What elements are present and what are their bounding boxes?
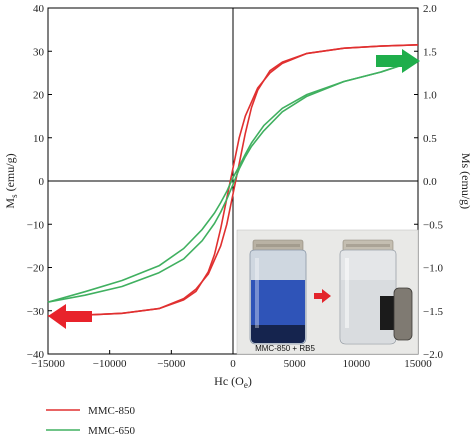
legend-label-mmc650: MMC-650 [88, 425, 136, 437]
series-line-mmc-650-branch-1 [47, 59, 419, 303]
y-right-tick-label: 1.0 [423, 90, 437, 102]
x-axis-label: Hc (Oe) [214, 374, 252, 390]
y-right-tick-label: −2.0 [423, 349, 443, 361]
y-right-tick-label: −1.5 [423, 306, 443, 318]
legend-label-mmc850: MMC-850 [88, 405, 136, 417]
x-tick-label: −15000 [31, 358, 65, 370]
y-right-tick-label: −1.0 [423, 263, 443, 275]
y-left-tick-label: −40 [27, 349, 45, 361]
y-left-tick-label: 0 [39, 176, 45, 188]
left-red-arrow-icon [48, 304, 92, 329]
y-left-tick-label: 40 [33, 3, 45, 15]
series-line-mmc-650-branch-0 [47, 59, 419, 303]
y-left-tick-label: 10 [33, 133, 45, 145]
x-tick-label: 10000 [343, 358, 371, 370]
x-tick-label: 15000 [404, 358, 432, 370]
y-right-axis-ticks: −2.0 −1.5 −1.0 −0.5 0.0 0.5 1.0 1.5 2.0 [414, 3, 443, 361]
legend: MMC-850 MMC-650 [46, 405, 136, 437]
y-left-tick-label: −20 [27, 263, 45, 275]
clear-jar-image [339, 239, 397, 345]
y-left-tick-label: 20 [33, 90, 45, 102]
x-tick-label: −10000 [93, 358, 127, 370]
blue-jar-image [249, 239, 307, 345]
y-left-axis-label: Ms (emu/g) [3, 153, 19, 208]
x-tick-label: −5000 [157, 358, 186, 370]
y-right-tick-label: 0.0 [423, 176, 437, 188]
right-green-arrow-icon [376, 49, 420, 73]
y-left-tick-label: −30 [27, 306, 45, 318]
y-right-tick-label: 2.0 [423, 3, 437, 15]
y-right-tick-label: 1.5 [423, 46, 437, 58]
y-right-tick-label: −0.5 [423, 219, 443, 231]
x-axis-ticks: −15000 −10000 −5000 0 5000 10000 15000 [31, 350, 432, 370]
x-tick-label: 0 [230, 358, 236, 370]
y-left-axis-ticks: −40 −30 −20 −10 0 10 20 30 40 [27, 3, 52, 361]
inset-arrow-icon [314, 289, 331, 303]
inset-caption: MMC-850 + RB5 [255, 344, 315, 353]
x-tick-label: 5000 [284, 358, 307, 370]
series-group [47, 44, 419, 317]
inset-photo: MMC-850 + RB5 [236, 229, 419, 355]
y-left-tick-label: −10 [27, 219, 45, 231]
y-right-tick-label: 0.5 [423, 133, 437, 145]
magnet-image [393, 287, 413, 341]
y-left-tick-label: 30 [33, 46, 45, 58]
y-right-axis-label: Ms (emu/g) [459, 153, 473, 209]
